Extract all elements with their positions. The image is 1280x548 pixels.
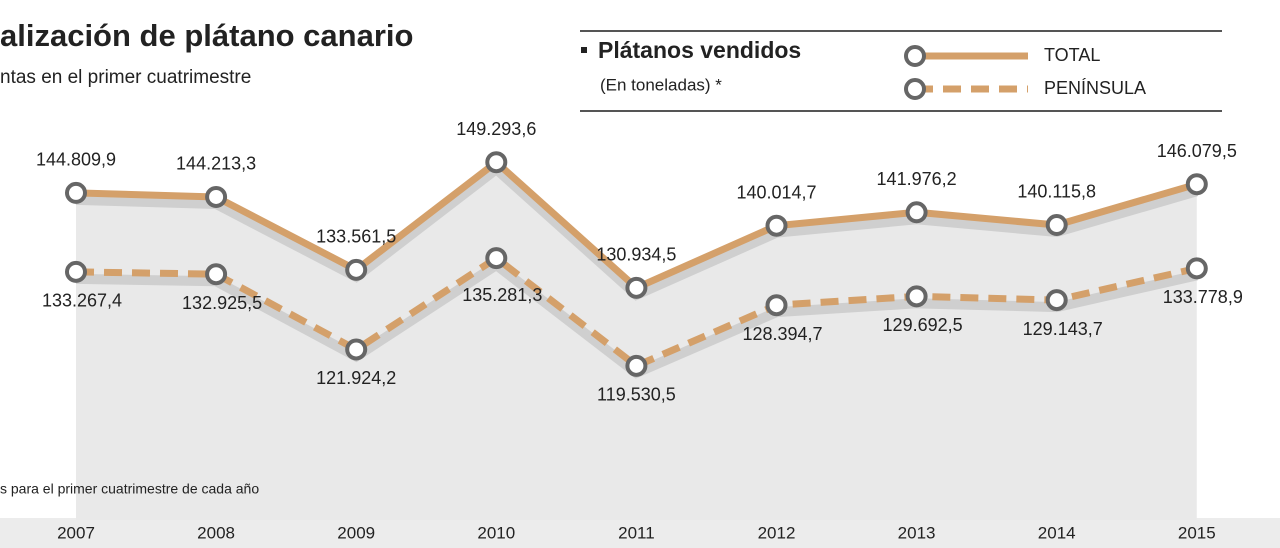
x-tick-label: 2014: [1038, 523, 1076, 542]
marker: [625, 354, 648, 377]
area: [76, 162, 1197, 520]
legend-title: Plátanos vendidos: [598, 37, 801, 63]
marker: [1185, 257, 1208, 280]
footnote: s para el primer cuatrimestre de cada añ…: [0, 481, 259, 497]
marker: [485, 247, 508, 270]
marker: [905, 285, 928, 308]
value-label: 133.561,5: [316, 227, 396, 247]
marker: [345, 338, 368, 361]
marker: [205, 185, 228, 208]
chart-title: alización de plátano canario: [0, 18, 413, 53]
legend-label: PENÍNSULA: [1044, 78, 1146, 98]
x-tick-label: 2009: [337, 523, 375, 542]
marker: [1045, 289, 1068, 312]
value-label: 146.079,5: [1157, 141, 1237, 161]
marker: [625, 276, 648, 299]
legend-subtitle: (En toneladas) *: [600, 75, 722, 94]
marker: [65, 260, 87, 283]
marker: [345, 258, 368, 281]
year-band: [0, 518, 1280, 548]
marker: [1045, 213, 1068, 236]
marker: [65, 181, 87, 204]
legend-marker: [904, 45, 926, 67]
value-label: 129.692,5: [883, 315, 963, 335]
legend-bullet: [581, 47, 587, 53]
value-label: 144.213,3: [176, 154, 256, 174]
value-label: 119.530,5: [597, 385, 676, 405]
value-label: 133.267,4: [42, 291, 122, 311]
value-label: 121.924,2: [316, 368, 396, 388]
marker: [1185, 173, 1208, 196]
value-label: 140.014,7: [736, 182, 816, 202]
value-label: 141.976,2: [877, 169, 957, 189]
value-label: 132.925,5: [182, 293, 262, 313]
chart-subtitle: ntas en el primer cuatrimestre: [0, 67, 251, 88]
x-tick-label: 2012: [758, 523, 796, 542]
value-label: 144.809,9: [36, 150, 116, 170]
legend-marker: [904, 78, 926, 100]
marker: [485, 151, 508, 174]
x-tick-label: 2007: [57, 523, 95, 542]
value-label: 129.143,7: [1023, 319, 1103, 339]
value-label: 149.293,6: [456, 119, 536, 139]
x-tick-label: 2011: [618, 523, 655, 542]
legend-label: TOTAL: [1044, 45, 1100, 65]
marker: [765, 294, 788, 317]
marker: [765, 214, 788, 237]
legend: Plátanos vendidos (En toneladas) * TOTAL…: [580, 30, 1222, 112]
x-tick-label: 2008: [197, 523, 235, 542]
legend-box: [580, 30, 1222, 112]
value-label: 140.115,8: [1017, 182, 1096, 202]
value-label: 133.778,9: [1163, 287, 1243, 307]
marker: [205, 263, 228, 286]
marker: [905, 201, 928, 224]
value-label: 128.394,7: [742, 324, 822, 344]
x-tick-label: 2010: [477, 523, 515, 542]
value-label: 130.934,5: [596, 245, 676, 265]
plot: 144.809,9 144.213,3 133.561,5 149.293,6 130.…: [36, 119, 1243, 543]
x-tick-label: 2013: [898, 523, 936, 542]
value-label: 135.281,3: [462, 285, 542, 305]
x-tick-label: 2015: [1178, 523, 1216, 542]
